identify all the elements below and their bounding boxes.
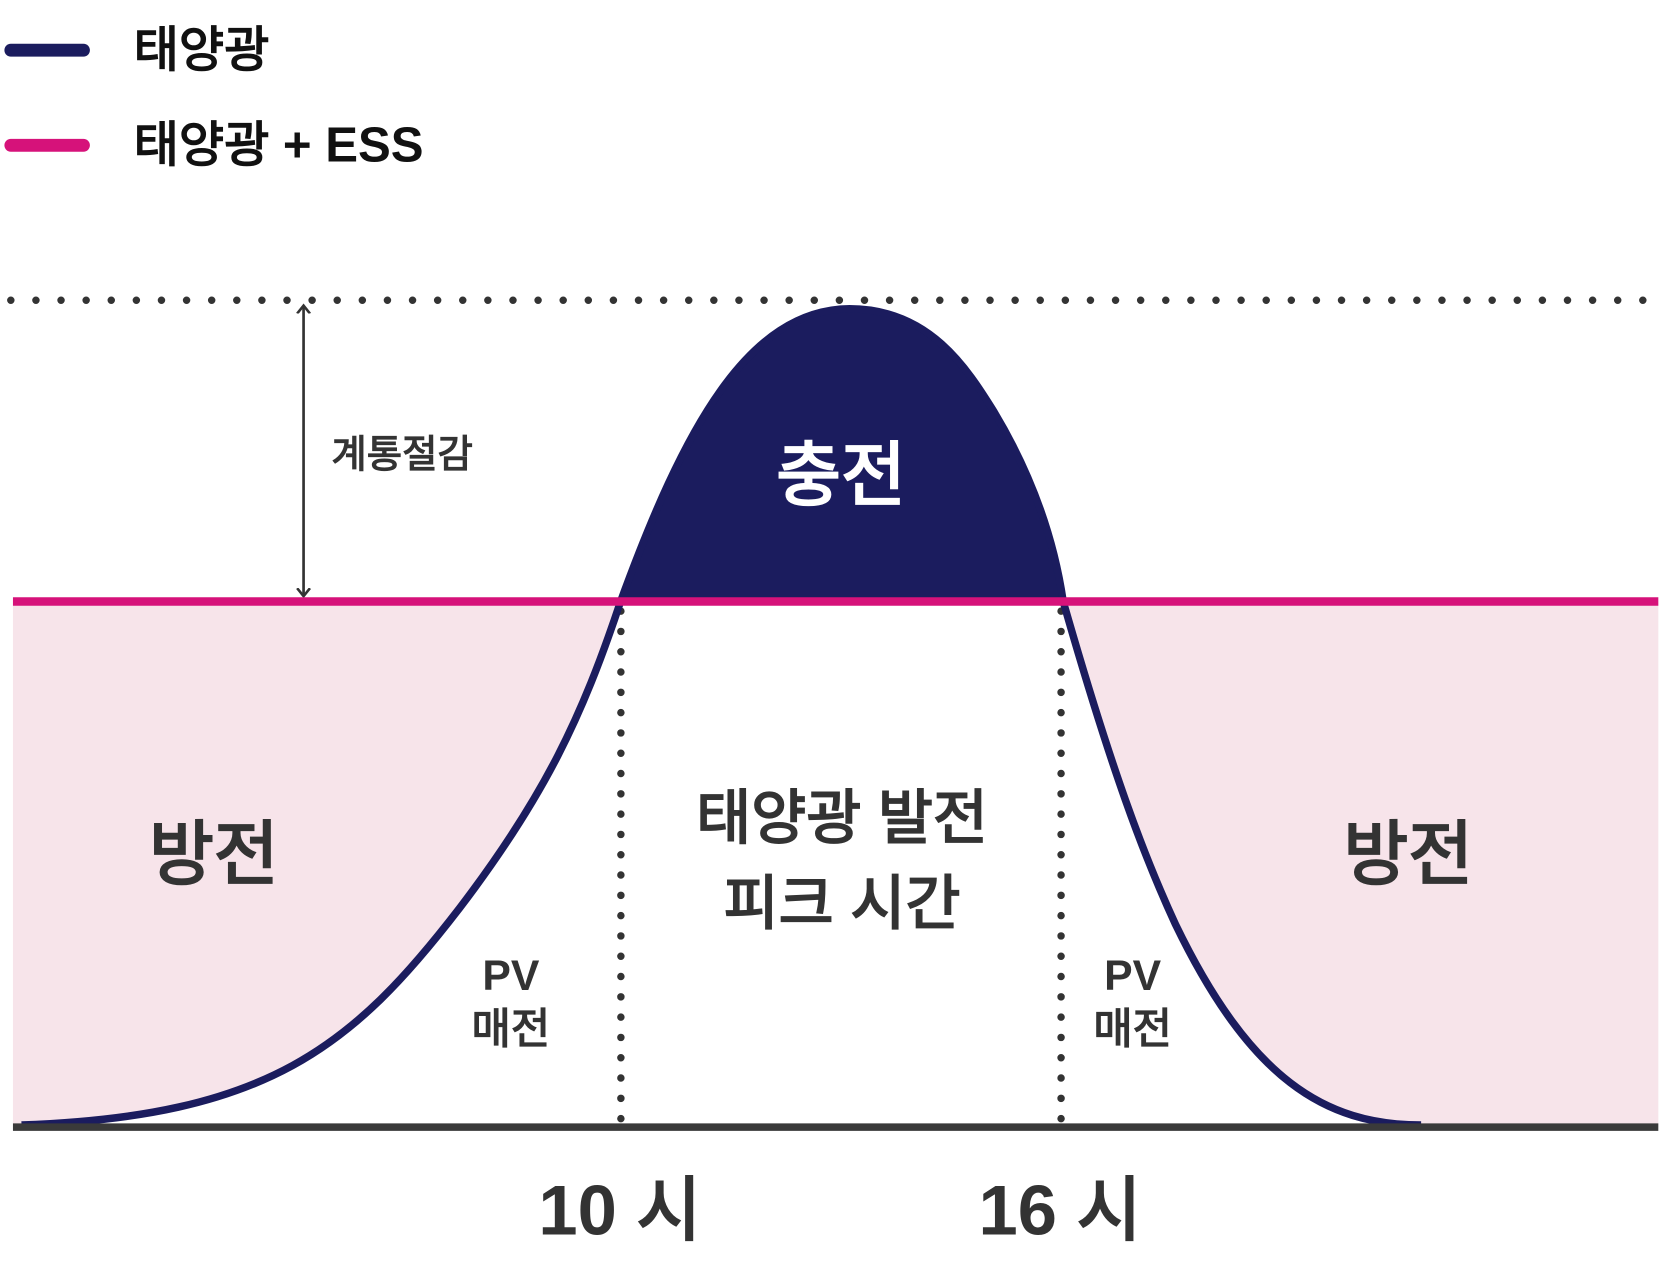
- x-label: 16 시: [979, 1170, 1142, 1249]
- pv-area: [21, 308, 1422, 1126]
- legend-label: 태양광: [134, 23, 270, 77]
- annotation: 매전: [472, 1005, 551, 1053]
- annotation: 피크 시간: [724, 870, 961, 937]
- annotation: PV: [482, 952, 539, 1000]
- annotation: 태양광 발전: [696, 784, 988, 851]
- annotation: 방전: [1343, 815, 1473, 894]
- legend-label: 태양광 + ESS: [134, 118, 424, 172]
- annotation: 매전: [1093, 1005, 1172, 1053]
- pv-curve: [21, 305, 1422, 1129]
- x-label: 10 시: [538, 1170, 701, 1249]
- annotation: 방전: [149, 815, 279, 894]
- annotation: PV: [1104, 952, 1161, 1000]
- annotation: 충전: [776, 435, 906, 514]
- annotation: 계통절감: [331, 433, 473, 476]
